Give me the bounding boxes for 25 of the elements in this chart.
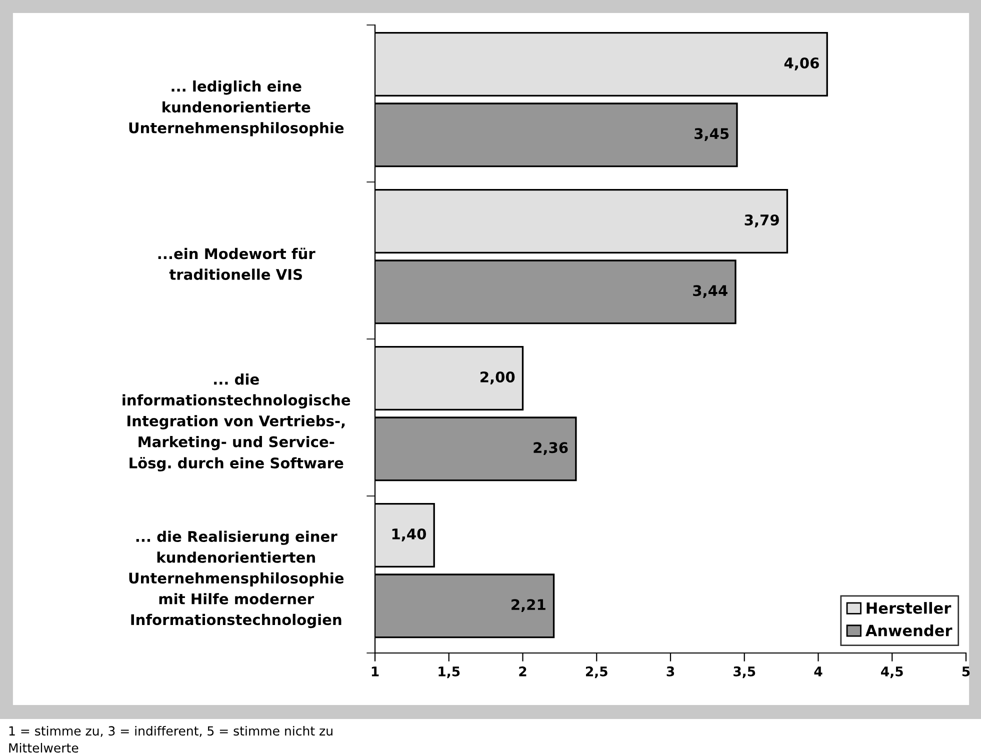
text: 1 = stimme zu, 3 = indifferent, 5 = stimme nicht zu [9,726,332,737]
data-label: 2,36 [534,442,568,455]
data-label: 3,44 [693,285,728,298]
legend-label: Hersteller [866,602,952,614]
x-tick-label: 2 [519,666,526,676]
y-tick-label: ... die informationstechnologische Integration von Vertriebs-, Marketing- und Service- Lösg. durch eine Software [122,373,350,472]
x-tick-label: 4,5 [881,666,903,678]
legend-label: Anwender [865,624,952,636]
x-tick-label: 5 [962,666,970,676]
data-label: 3,79 [744,214,779,228]
y-tick-label: ... lediglich eine kundenorientierte Unternehmensphilosophie [129,80,344,136]
data-label: 2,21 [512,599,546,612]
data-label: 3,45 [694,128,729,141]
x-tick-label: 1,5 [438,666,460,678]
x-tick-label: 3,5 [734,666,756,678]
x-tick-label: 2,5 [586,666,608,678]
data-label: 1,40 [392,528,426,542]
x-tick-label: 3 [666,666,674,676]
data-label: 4,06 [784,57,819,70]
y-tick-label: ... die Realisierung einer kundenorientierten Unternehmensphilosophie mit Hilfe moderner Informationstechnologien [129,530,344,628]
y-tick-label: ...ein Modewort für traditionelle VIS [158,248,316,280]
x-tick-label: 1 [372,666,379,676]
text: Mittelwerte [9,742,78,753]
data-label: 2,00 [480,371,515,384]
x-tick-label: 4 [814,666,822,676]
